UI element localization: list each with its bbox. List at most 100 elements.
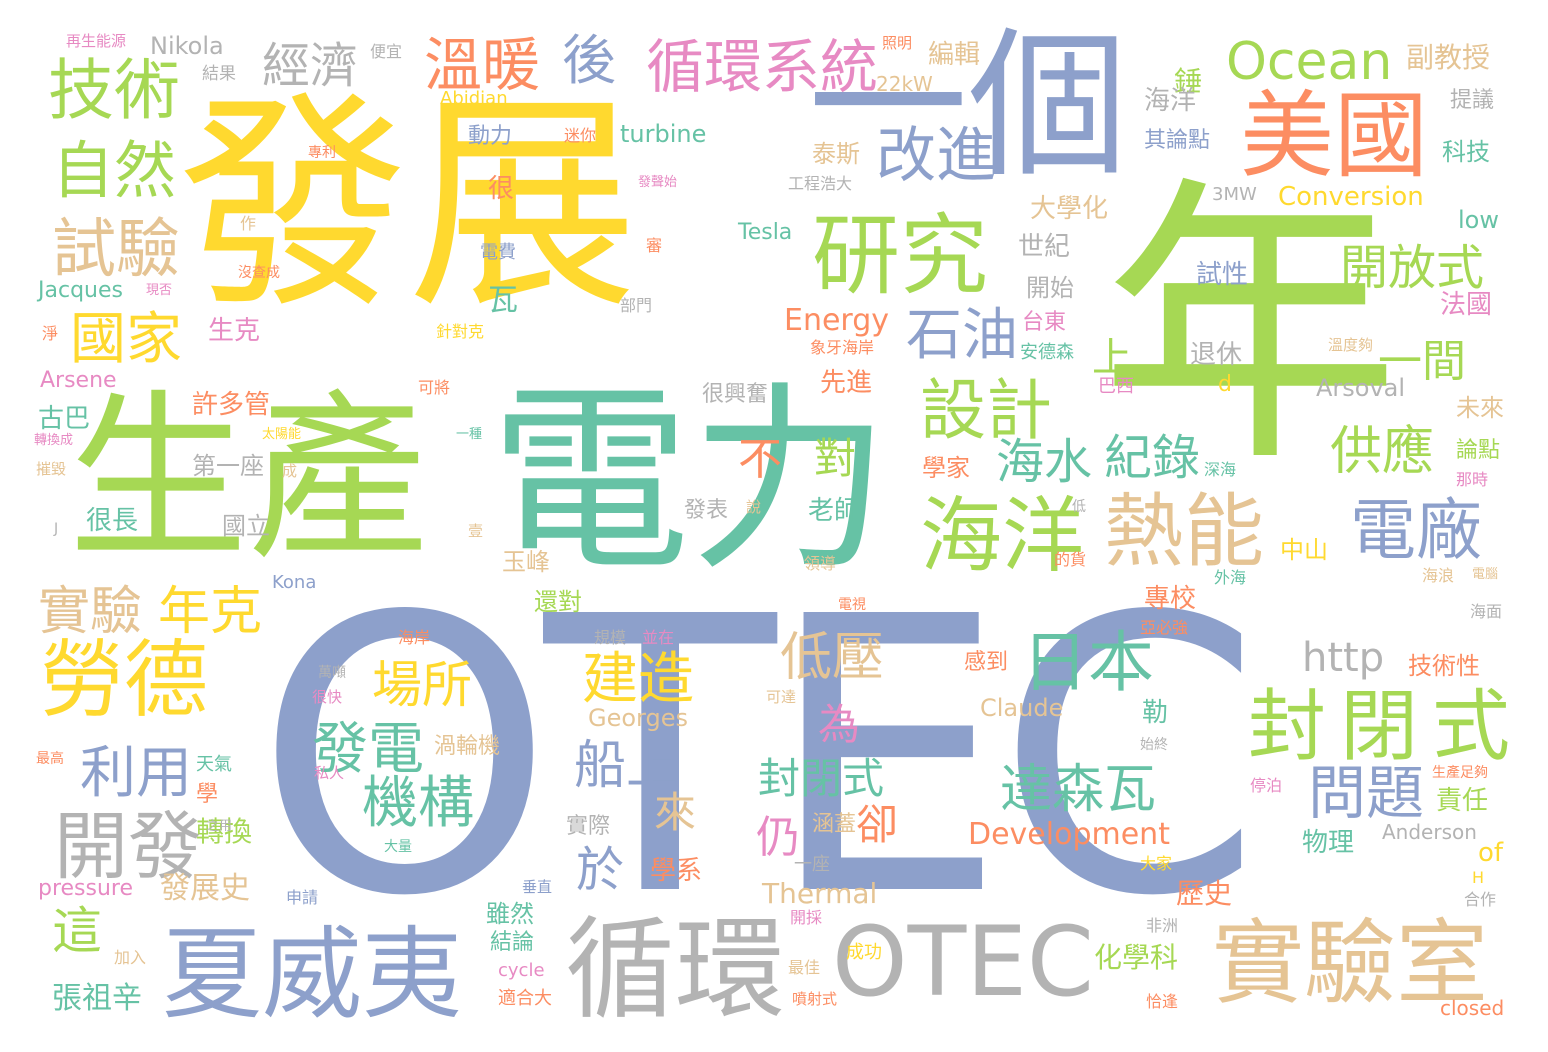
word-d: d [1218,372,1232,397]
word-chenggong: 成功 [846,942,882,963]
word-fabiao: 發表 [684,498,729,523]
word-closed: closed [1440,996,1505,1020]
word-que: 卻 [856,800,899,849]
word-arsene: Arsene [40,368,117,393]
word-wennuan: 溫暖 [424,31,541,99]
word-hangai: 涵蓋 [812,812,857,837]
word-taidong: 台東 [1022,310,1067,335]
word-henxingfen: 很興奮 [702,382,769,407]
word-bianji: 編輯 [928,40,981,70]
word-kaishi: 開始 [1026,274,1074,302]
word-shiyanshi: 實驗室 [1212,910,1489,1017]
word-zhenduike: 針對克 [436,322,485,341]
word-lishi: 歷史 [1176,877,1233,910]
word-jishuxing: 技術性 [1408,652,1480,680]
word-h: H [1472,868,1485,887]
word-wendugou: 溫度夠 [1328,336,1374,354]
word-lai: 來 [654,788,697,837]
word-dasenwa: 達森瓦 [1000,760,1157,820]
word-le: 勒 [1142,698,1169,728]
word-pressure: pressure [38,876,134,901]
word-cheng: 成 [282,462,298,480]
word-jishu: 技術 [48,52,180,129]
word-keji: 科技 [1442,138,1490,166]
word-daliang: 大量 [384,839,412,855]
word-shengchanzugou: 生產足夠 [1432,765,1488,781]
word-tingbo: 停泊 [1250,776,1283,795]
word-wandun: 萬噸 [318,665,346,681]
word-dianli: 電力 [490,365,891,598]
word-claude: Claude [980,694,1064,722]
word-fadian: 發電 [312,717,424,782]
word-wuli: 物理 [1302,828,1355,858]
word-bumen: 部門 [620,296,653,315]
word-otec-large: OTEC [255,536,1262,979]
word-guba: 古巴 [38,404,91,434]
word-fazhanshi: 發展史 [160,871,250,906]
word-hezuo: 合作 [1464,890,1497,909]
word-henkuai: 很快 [312,688,343,706]
word-diannao: 電腦 [1472,567,1499,582]
word-xunhuanxitong: 循環系統 [646,33,879,101]
word-jiaru: 加入 [114,948,147,967]
word-yanjiu: 研究 [812,204,989,307]
word-meichacheng: 沒查成 [238,265,280,281]
word-haidui: 還對 [534,588,582,616]
word-dongli: 動力 [468,124,513,149]
word-guojia: 國家 [70,307,182,372]
word-dianshi: 電視 [838,597,866,613]
word-yufeng: 玉峰 [502,548,550,576]
word-chuanshang: 船上 [574,736,679,796]
word-lingdao: 領導 [804,554,837,573]
word-jacques: Jacques [38,278,123,303]
word-xiangyahaian: 象牙海岸 [810,338,875,357]
word-shiji: 世紀 [1018,232,1071,262]
word-fazhan: 發展 [178,73,639,340]
word-baxi: 巴西 [1098,376,1134,397]
word-siren: 私人 [314,764,345,782]
word-22kw: 22kW [876,72,933,96]
word-fashengshi: 發聲始 [638,175,678,190]
word-arsoval: Arsoval [1316,374,1406,402]
word-xianjin: 先進 [820,368,873,398]
word-haimian: 海面 [1470,602,1503,621]
word-nian: 年 [1100,153,1400,502]
word-weilai: 未來 [1456,394,1504,422]
word-jing: 淨 [42,324,59,343]
word-abidjan: Abidjan [440,88,508,109]
word-yijian: 一間 [1378,336,1466,387]
word-xiaweiyi: 夏威夷 [162,916,462,1033]
word-j: J [54,521,59,537]
word-jingji: 經濟 [262,38,359,94]
word-shiheda: 適合大 [498,988,552,1009]
word-di: 低 [1072,499,1086,515]
word-guoli: 國立 [222,512,270,540]
word-xuexi: 學系 [650,856,703,886]
word-dianfei: 電費 [480,242,516,263]
word-shiyou: 石油 [906,303,1018,368]
word-mini: 迷你 [564,126,597,145]
word-dianchang: 電廠 [1350,492,1482,569]
word-shiji2: 實際 [566,814,611,839]
word-http: http [1302,635,1385,681]
word-haishui: 海水 [996,434,1093,490]
word-tianqi: 天氣 [196,754,232,775]
word-zuijia: 最佳 [788,958,821,977]
word-chuizhi: 垂直 [522,878,553,896]
word-shenqing: 申請 [286,888,319,907]
word-georges: Georges [588,704,688,732]
word-nianke: 年克 [158,582,263,642]
word-shiyan: 試驗 [52,213,180,287]
word-kaicai: 開採 [790,908,823,927]
word-yu: 於 [576,842,625,898]
word-shizhong: 始終 [1140,737,1168,753]
word-riben: 日本 [1022,624,1154,701]
word-daxuehua: 大學化 [1030,194,1109,224]
word-turbine: turbine [620,120,707,148]
word-fengbishi: 封閉式 [1248,682,1525,772]
word-xue: 學 [196,782,219,807]
word-tesla: Tesla [738,220,793,245]
word-shiyan2: 實驗 [38,582,143,642]
word-andesen: 安德森 [1020,342,1074,363]
word-zhuanxiao: 專校 [1144,584,1197,614]
